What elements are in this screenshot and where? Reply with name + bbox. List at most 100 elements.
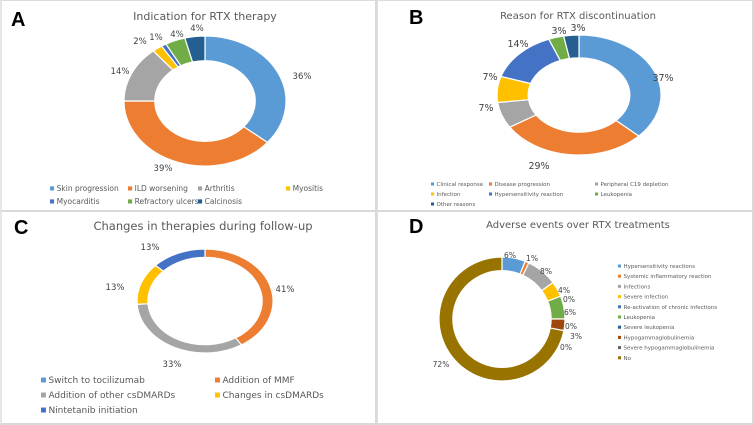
legend-label: Leukopenia xyxy=(601,192,632,198)
legend-item-severe-hypogammaglobulinemia: Severe hypogammaglobulinemia xyxy=(618,346,714,352)
data-label-leukopenia: 6% xyxy=(564,308,576,317)
legend-label: Infections xyxy=(624,284,651,290)
legend-label: Myocarditis xyxy=(57,197,100,206)
legend-item-skin-progression: Skin progression xyxy=(50,184,119,193)
legend-swatch xyxy=(595,192,599,196)
legend-item-peripheral-c19-depletion: Peripheral C19 depletion xyxy=(595,182,669,188)
panel-letter-d: D xyxy=(409,216,424,238)
legend-label: Infection xyxy=(437,192,462,198)
data-label-hypogammaglobulinemia: 3% xyxy=(570,332,582,341)
legend-label: Changes in csDMARDs xyxy=(222,391,324,401)
slice-nintetanib-initiation xyxy=(154,248,206,272)
legend-label: Clinical response xyxy=(437,182,484,188)
data-label-refractory-ulcers: 4% xyxy=(170,30,184,40)
slice-addition-of-mmf xyxy=(204,248,274,346)
legend-item-refractory-ulcers: Refractory ulcers xyxy=(128,197,199,206)
legend-label: Refractory ulcers xyxy=(135,197,199,206)
panel-d: D Adverse events over RTX treatments 6% 1… xyxy=(377,212,754,425)
legend-swatch xyxy=(618,356,622,360)
legend-item-hypersensitivity-reactions: Hypersensitivity reactions xyxy=(618,264,695,270)
data-label-arthritis: 14% xyxy=(111,67,130,77)
data-label-infections: 8% xyxy=(540,267,552,276)
legend-label: Hypersensitivity reaction xyxy=(495,192,564,198)
panel-letter-b: B xyxy=(409,7,424,29)
legend-label: Nintetanib initiation xyxy=(48,406,137,416)
slice-skin-progression xyxy=(204,35,287,144)
legend-item-severe-leukopenia: Severe leukopenia xyxy=(618,325,674,331)
legend-item-hypogammaglobulinemia: Hypogammaglobulinemia xyxy=(618,335,694,341)
legend-item-clinical-response: Clinical response xyxy=(431,182,484,188)
data-label-addition-of-other-csdmards: 33% xyxy=(163,360,182,370)
legend-item-nintetanib-initiation: Nintetanib initiation xyxy=(41,406,138,416)
slice-calcinosis xyxy=(184,35,206,63)
legend-item-infection: Infection xyxy=(431,192,461,198)
slice-no xyxy=(438,256,565,382)
legend-item-re-activation-of-chronic-infections: Re-activation of chronic infections xyxy=(618,305,717,311)
slice-addition-of-other-csdmards xyxy=(136,303,243,354)
donut-slices xyxy=(136,248,274,354)
data-label-re-activation-of-chronic-infections: 0% xyxy=(563,295,575,304)
legend-swatch xyxy=(128,199,133,204)
legend-item-changes-in-csdmards: Changes in csDMARDs xyxy=(215,391,324,401)
data-label-severe-hypogammaglobulinemia: 0% xyxy=(560,343,572,352)
legend-swatch xyxy=(128,186,133,191)
legend-item-myositis: Myositis xyxy=(286,184,323,193)
legend-swatch xyxy=(618,274,622,278)
legend-item-systemic-inflammatory-reaction: Systemic inflammatory reaction xyxy=(618,274,712,280)
donut-chart-discontinuation: Reason for RTX discontinuation 37% 29% 7% 7… xyxy=(431,11,674,208)
data-label-ild-worsening: 39% xyxy=(154,164,173,174)
legend-swatch xyxy=(215,392,220,398)
data-label-myositis: 2% xyxy=(133,37,147,47)
legend-item-infections: Infections xyxy=(618,284,651,290)
legend-label: Severe hypogammaglobulinemia xyxy=(624,346,715,352)
slice-ild-worsening xyxy=(123,100,269,167)
data-label-hypersensitivity-reactions: 6% xyxy=(504,251,516,260)
data-label-no: 72% xyxy=(433,360,450,369)
legend: Hypersensitivity reactions Systemic infla… xyxy=(618,264,717,362)
legend-swatch xyxy=(50,186,55,191)
slice-changes-in-csdmards xyxy=(136,264,165,305)
legend-item-addition-of-other-csdmards: Addition of other csDMARDs xyxy=(41,391,176,401)
legend-item-myocarditis: Myocarditis xyxy=(50,197,100,206)
legend-swatch xyxy=(618,335,622,339)
data-label-addition-of-mmf: 41% xyxy=(276,285,295,295)
legend: Clinical response Disease progression Peri… xyxy=(431,182,669,208)
legend-label: Arthritis xyxy=(205,184,235,193)
legend-label: Severe infection xyxy=(624,295,669,301)
slice-other-reasons xyxy=(562,34,580,60)
legend-label: Switch to tocilizumab xyxy=(48,376,145,386)
legend-swatch xyxy=(618,325,622,329)
legend-item-switch-to-tocilizumab: Switch to tocilizumab xyxy=(41,376,145,386)
legend-swatch xyxy=(595,182,599,186)
legend-swatch xyxy=(431,202,435,206)
legend-item-ild-worsening: ILD worsening xyxy=(128,184,188,193)
legend-label: Other reasons xyxy=(437,202,476,208)
legend-swatch xyxy=(198,186,203,191)
data-label-clinical-response: 37% xyxy=(652,73,673,84)
data-label-leukopenia: 3% xyxy=(551,26,566,37)
legend-label: Systemic inflammatory reaction xyxy=(624,274,712,280)
legend-swatch xyxy=(618,315,622,319)
legend-swatch xyxy=(489,182,493,186)
data-label-infection: 7% xyxy=(482,72,497,83)
legend-swatch xyxy=(431,182,435,186)
legend-swatch xyxy=(618,295,622,299)
legend-label: Hypersensitivity reactions xyxy=(624,264,696,270)
legend-swatch xyxy=(41,377,46,383)
data-label-hypersensitivity-reaction: 14% xyxy=(507,39,528,50)
legend-swatch xyxy=(198,199,203,204)
data-label-peripheral-c19-depletion: 7% xyxy=(478,103,493,114)
panel-a: A Indication for RTX therapy 36% 39% 14% 2%… xyxy=(0,0,377,212)
donut-slices xyxy=(123,35,287,167)
donut-slices xyxy=(438,256,566,382)
panel-b: B Reason for RTX discontinuation 37% 29% 7… xyxy=(377,0,754,212)
legend-item-addition-of-mmf: Addition of MMF xyxy=(215,376,295,386)
legend-swatch xyxy=(41,392,46,398)
legend-item-hypersensitivity-reaction: Hypersensitivity reaction xyxy=(489,192,564,198)
data-label-nintetanib-initiation: 13% xyxy=(141,243,160,253)
legend-item-calcinosis: Calcinosis xyxy=(198,197,242,206)
legend-label: No xyxy=(624,356,632,362)
legend-label: Disease progression xyxy=(495,182,551,188)
legend-label: Addition of other csDMARDs xyxy=(48,391,175,401)
data-label-skin-progression: 36% xyxy=(293,72,312,82)
